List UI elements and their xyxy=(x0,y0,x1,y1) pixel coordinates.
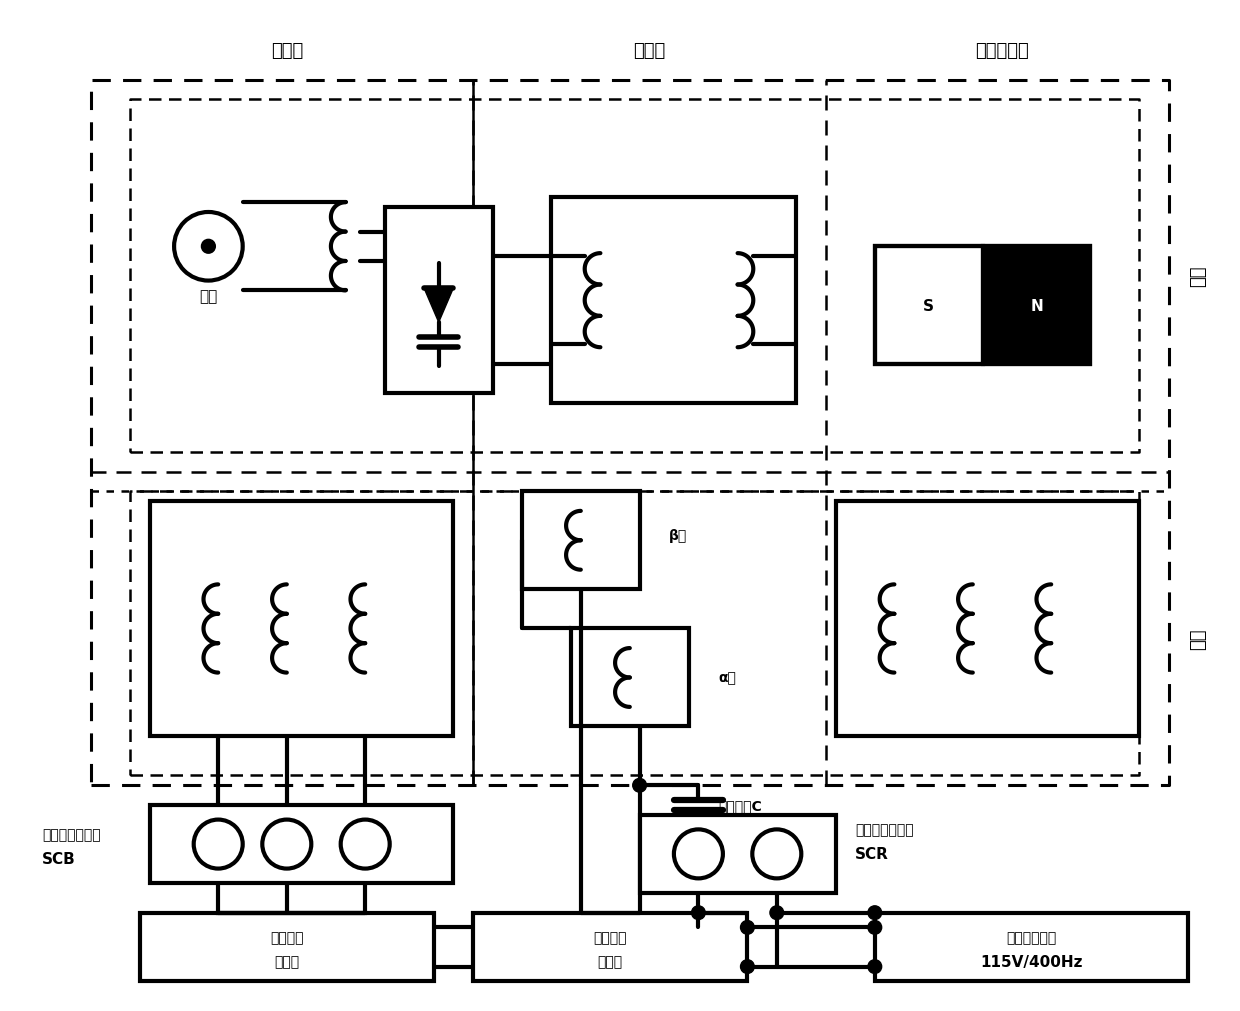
Bar xyxy=(982,247,1090,365)
Text: 转子: 转子 xyxy=(1189,266,1208,287)
Text: 三相全桥: 三相全桥 xyxy=(594,930,627,944)
Bar xyxy=(874,913,1188,982)
Circle shape xyxy=(868,921,882,934)
Circle shape xyxy=(673,830,723,879)
Text: 三相全桥: 三相全桥 xyxy=(270,930,304,944)
Text: α相: α相 xyxy=(718,671,735,684)
Text: 定子: 定子 xyxy=(1189,628,1208,649)
Text: 起动励磁接触器: 起动励磁接触器 xyxy=(856,823,914,836)
Text: 整流桥: 整流桥 xyxy=(598,954,622,969)
Bar xyxy=(874,247,1090,365)
Bar xyxy=(570,629,688,727)
Circle shape xyxy=(740,959,754,974)
Circle shape xyxy=(341,820,389,868)
Text: 三相交流电源: 三相交流电源 xyxy=(1007,930,1056,944)
Text: 115V/400Hz: 115V/400Hz xyxy=(981,954,1083,970)
Text: SCB: SCB xyxy=(42,851,76,866)
Circle shape xyxy=(753,830,801,879)
Circle shape xyxy=(174,212,243,281)
Text: 交流电容C: 交流电容C xyxy=(718,798,761,812)
Circle shape xyxy=(770,906,784,920)
Text: 主电机: 主电机 xyxy=(270,42,303,61)
Text: SCR: SCR xyxy=(856,846,889,861)
Text: 励磁机: 励磁机 xyxy=(634,42,666,61)
Bar xyxy=(522,491,640,589)
Circle shape xyxy=(202,242,215,253)
Bar xyxy=(874,247,982,365)
Bar xyxy=(384,208,492,394)
Polygon shape xyxy=(424,289,454,323)
Text: 旋变: 旋变 xyxy=(200,288,217,303)
Bar xyxy=(552,198,796,403)
Text: N: N xyxy=(1030,298,1043,313)
Bar xyxy=(150,805,454,884)
Bar xyxy=(472,913,748,982)
Text: 永磁励磁机: 永磁励磁机 xyxy=(976,42,1029,61)
Text: β相: β相 xyxy=(670,529,687,543)
Circle shape xyxy=(692,906,706,920)
Text: 起动控制断路器: 起动控制断路器 xyxy=(42,827,100,841)
Circle shape xyxy=(740,921,754,934)
Circle shape xyxy=(193,820,243,868)
Bar xyxy=(640,815,836,893)
Circle shape xyxy=(263,820,311,868)
Circle shape xyxy=(868,906,882,920)
Text: 逆变器: 逆变器 xyxy=(274,954,299,969)
Circle shape xyxy=(632,778,646,793)
Circle shape xyxy=(868,959,882,974)
Text: S: S xyxy=(924,298,934,313)
Bar xyxy=(836,501,1140,737)
Bar xyxy=(140,913,434,982)
Bar xyxy=(150,501,454,737)
